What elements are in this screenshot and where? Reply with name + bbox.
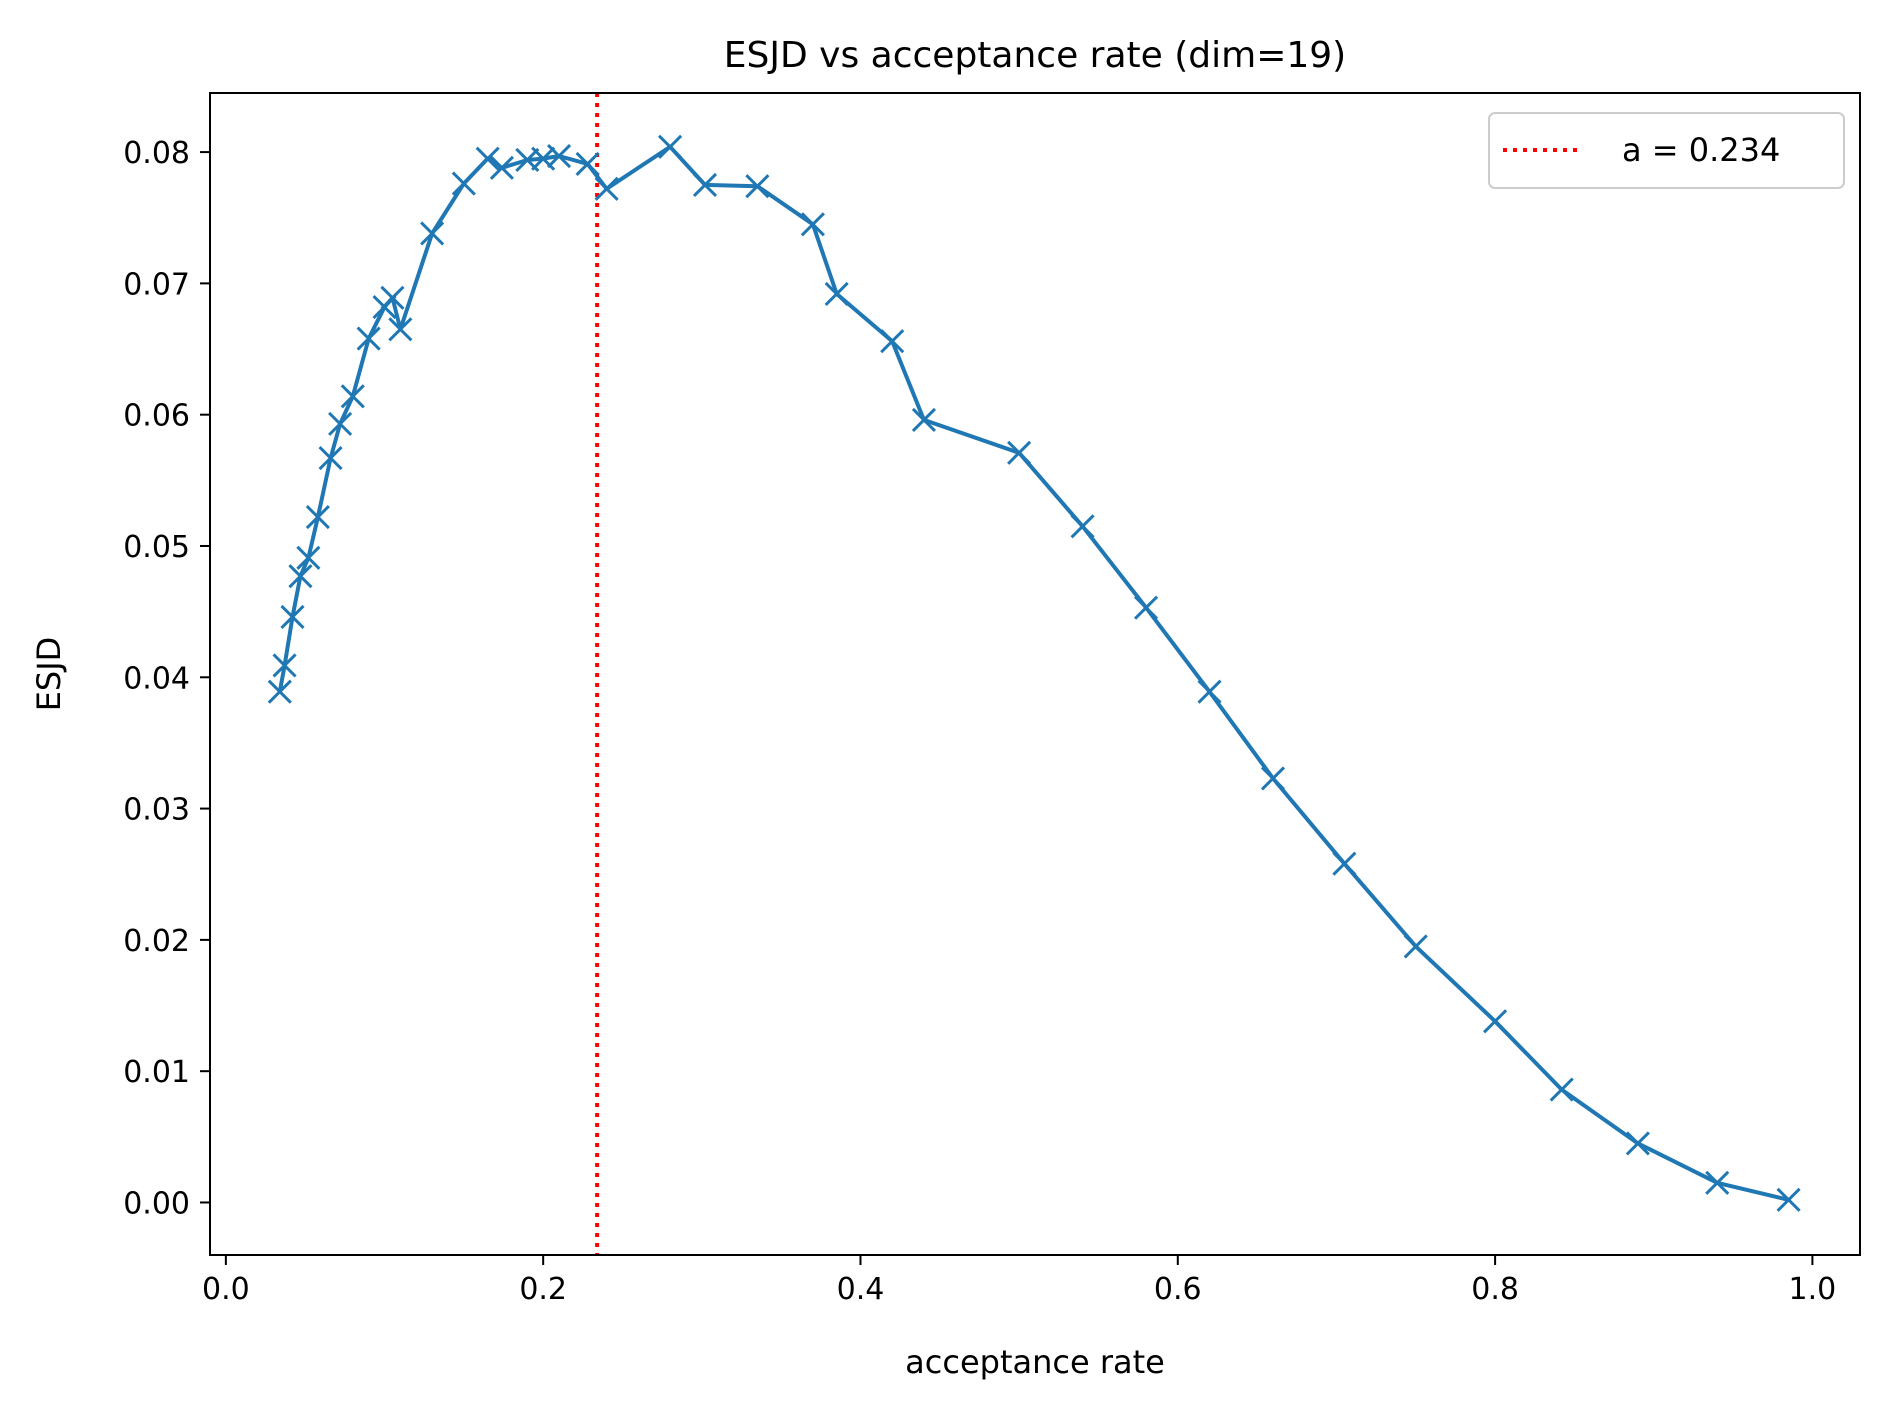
data-point-marker xyxy=(1007,440,1032,465)
data-point-marker xyxy=(1483,1009,1508,1034)
x-tick-label: 0.4 xyxy=(837,1272,885,1307)
y-tick-label: 0.01 xyxy=(123,1055,190,1090)
data-point-marker xyxy=(1332,851,1357,876)
axes-frame xyxy=(209,92,1861,1256)
data-point-marker xyxy=(296,545,321,570)
data-point-marker xyxy=(1625,1131,1650,1156)
data-point-marker xyxy=(880,329,905,354)
data-point-marker xyxy=(1705,1170,1730,1195)
data-point-marker xyxy=(280,604,305,629)
legend-box xyxy=(1488,112,1845,189)
data-point-marker xyxy=(1197,679,1222,704)
data-point-marker xyxy=(305,505,330,530)
y-tick-label: 0.05 xyxy=(123,530,190,565)
x-tick-label: 0.6 xyxy=(1154,1272,1202,1307)
y-tick-label: 0.00 xyxy=(123,1186,190,1221)
data-point-marker xyxy=(546,143,572,169)
data-point-marker xyxy=(420,221,445,246)
data-point-marker xyxy=(380,285,405,310)
data-point-marker xyxy=(1403,934,1428,959)
x-tick-label: 0.8 xyxy=(1471,1272,1519,1307)
data-point-marker xyxy=(267,679,292,704)
y-tick-label: 0.07 xyxy=(123,267,190,302)
data-point-marker xyxy=(388,317,413,342)
data-point-marker xyxy=(328,411,353,436)
data-point-marker xyxy=(288,564,313,589)
data-point-marker xyxy=(745,174,770,199)
data-point-marker xyxy=(489,155,514,180)
data-point-marker xyxy=(1549,1077,1574,1102)
data-point-marker xyxy=(356,326,381,351)
data-point-marker xyxy=(340,384,365,409)
y-tick-label: 0.02 xyxy=(123,924,190,959)
data-point-marker xyxy=(1133,595,1159,620)
data-point-marker xyxy=(824,281,849,306)
data-point-marker xyxy=(575,151,600,176)
x-tick-label: 1.0 xyxy=(1789,1272,1837,1307)
data-point-marker xyxy=(1260,766,1286,791)
data-point-marker xyxy=(475,146,500,171)
x-tick-label: 0.0 xyxy=(202,1272,250,1307)
y-tick-label: 0.04 xyxy=(123,661,190,696)
data-point-marker xyxy=(1070,514,1095,539)
y-tick-label: 0.08 xyxy=(123,136,190,171)
x-tick-label: 0.2 xyxy=(519,1272,567,1307)
data-point-marker xyxy=(594,176,619,201)
data-point-marker xyxy=(658,134,683,159)
series-layer xyxy=(267,134,1801,1212)
ticks-layer: 0.0 0.2 0.4 0.6 0.8 1.0 0.00 0.01 0.02 0.03 0.04 0.… xyxy=(123,136,1836,1307)
legend-label: a = 0.234 xyxy=(1622,131,1780,169)
chart-title: ESJD vs acceptance rate (dim=19) xyxy=(724,35,1346,76)
data-point-marker xyxy=(1776,1187,1801,1212)
data-point-marker xyxy=(692,172,718,197)
y-tick-label: 0.06 xyxy=(123,399,190,434)
data-point-marker xyxy=(451,171,476,196)
y-tick-label: 0.03 xyxy=(123,793,190,828)
data-point-marker xyxy=(318,445,343,471)
data-point-marker xyxy=(911,407,937,432)
data-point-marker xyxy=(272,653,297,678)
data-point-marker xyxy=(800,212,825,237)
legend: a = 0.234 xyxy=(1488,112,1845,189)
y-axis-label: ESJD xyxy=(30,637,68,712)
x-axis-label: acceptance rate xyxy=(905,1343,1165,1381)
